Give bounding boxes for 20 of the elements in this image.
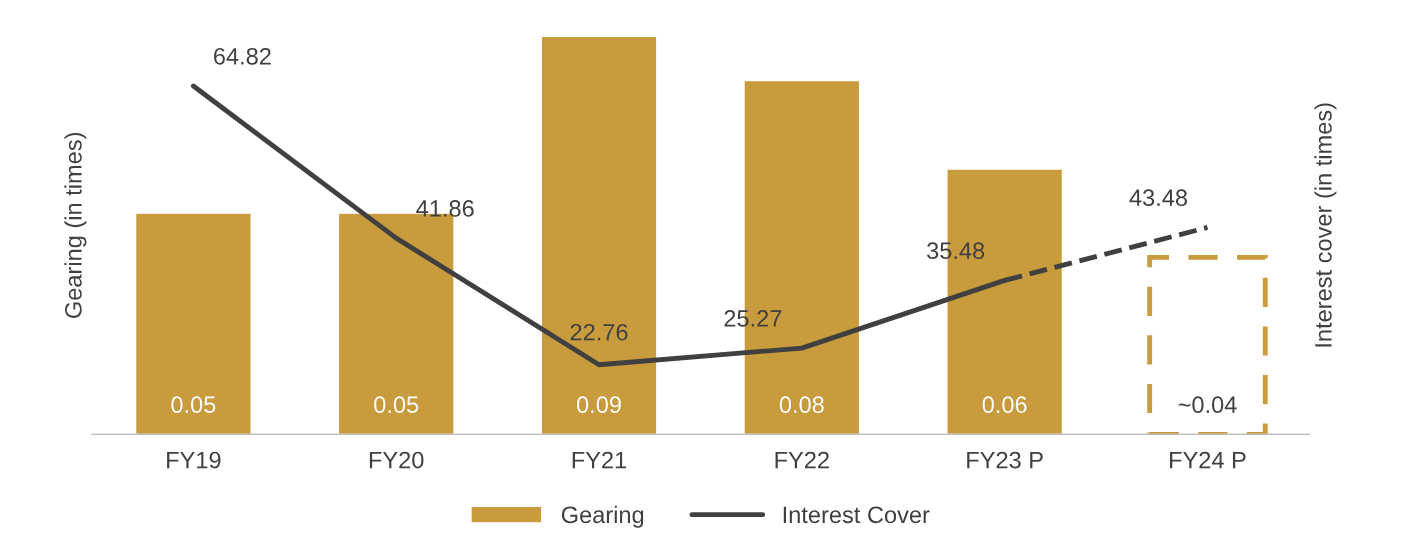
data-label: 0.09 — [576, 396, 621, 414]
data-label: 64.82 — [214, 47, 271, 65]
data-label: 0.06 — [982, 396, 1027, 414]
y-axis-title: Gearing (in times) — [64, 132, 87, 318]
y2-axis-title: Interest cover (in times) — [1314, 103, 1337, 347]
data-label: ~0.04 — [1178, 396, 1237, 414]
legend-label: Interest Cover — [783, 506, 930, 524]
x-tick-label: FY22 — [775, 451, 829, 469]
data-label: 41.86 — [416, 200, 474, 217]
data-label: 0.08 — [779, 396, 824, 414]
data-label: 0.05 — [374, 396, 419, 414]
data-label: 22.76 — [570, 323, 628, 341]
x-tick-label: FY21 — [572, 451, 627, 469]
data-label: 0.05 — [171, 396, 216, 414]
x-tick-label: FY23 P — [967, 451, 1043, 469]
data-label: 43.48 — [1129, 189, 1187, 207]
legend-label: Gearing — [561, 505, 644, 528]
x-tick-label: FY19 — [167, 451, 221, 469]
x-tick-label: FY20 — [369, 451, 424, 469]
x-tick-label: FY24 P — [1170, 451, 1246, 469]
